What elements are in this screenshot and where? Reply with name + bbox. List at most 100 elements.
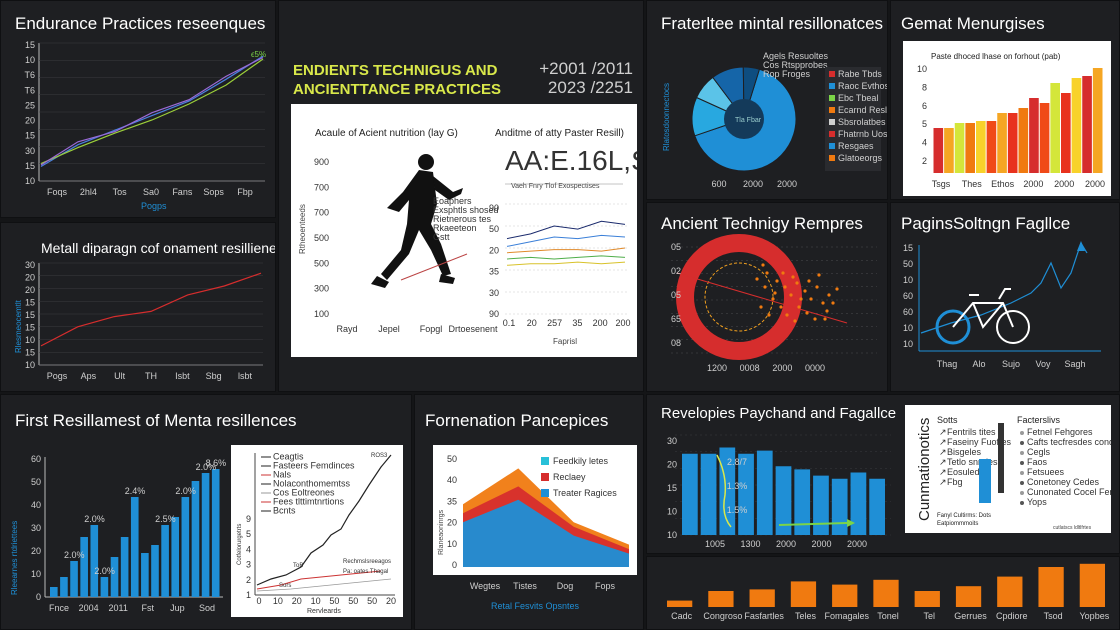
legend-item: Rabe Tbds (838, 69, 882, 79)
x-tick-label: Cpdiore (996, 611, 1028, 621)
y-tick-label: 10 (31, 569, 41, 579)
list-item: Fetsuees (1027, 467, 1065, 477)
list-item: Faseiny Fuoftes (947, 437, 1012, 447)
fact-title: Facterslivs (1017, 415, 1061, 425)
legend-top-item: Rop Froges (763, 69, 811, 79)
bullet-icon (1020, 451, 1024, 455)
scatter-point (821, 301, 825, 305)
x-tick-label: Jup (170, 603, 185, 613)
inset-dip-label: ToB (293, 563, 303, 569)
x-tick-label: 2011 (109, 603, 128, 613)
bar-value-label: 1.5% (727, 505, 748, 515)
list-item: Cegls (1027, 447, 1051, 457)
x-tick-label: Tonel (877, 611, 899, 621)
trend-line (920, 241, 1088, 334)
bar-value-label: 2.8/7 (727, 457, 747, 467)
x-tick-label: Thes (962, 179, 983, 189)
right-big-text: AA:E.16L,S (505, 145, 637, 176)
y-tick-label: 10 (903, 275, 913, 285)
x-tick-label: 10 (273, 596, 283, 606)
x-tick-label: Tos (113, 187, 128, 197)
series-line-yellow (506, 261, 626, 266)
bar (191, 481, 200, 597)
x-axis-label: Faprisl (553, 337, 577, 346)
legend-item: Treater Ragices (553, 488, 617, 498)
legend-item: Bcnts (273, 506, 296, 516)
scatter-point (779, 305, 783, 309)
bar (869, 478, 885, 535)
bar (130, 497, 139, 597)
end-tag: ϵ5% (251, 50, 266, 59)
chart-ancient: 05 02 05 65 08 1200 0008 2000 0000 (671, 234, 877, 373)
bar (976, 121, 986, 173)
bullet-icon (1020, 491, 1024, 495)
center-figure: Acaule of Acient nutrition (lay G) Rtheo… (291, 104, 637, 357)
bullet-icon (1020, 471, 1024, 475)
scatter-point (809, 297, 813, 301)
bar (1082, 76, 1092, 173)
y-tick-label: 50 (447, 454, 457, 464)
bullet-icon: ↗ (939, 457, 947, 467)
center-figure-svg: Acaule of Acient nutrition (lay G) Rtheo… (298, 128, 637, 346)
scatter-point (797, 305, 801, 309)
inset-line-red (256, 570, 382, 590)
panel-fraternal: Fraterltee mintal resillonatces Rlatosdo… (646, 0, 888, 200)
bar (914, 591, 940, 607)
bullet-icon: ↗ (939, 477, 947, 487)
panel-endurance: Endurance Practices reseenques 15 10 T6 T6 2… (0, 0, 276, 218)
x-tick-label: 50 (329, 596, 339, 606)
panel-ancient: Ancient Technigy Rempres 05 02 05 65 08 1200… (646, 202, 888, 392)
scatter-point (759, 305, 763, 309)
y-tick-label: 40 (31, 500, 41, 510)
panel-title: Fornenation Pancepices (425, 411, 609, 430)
bar (60, 577, 68, 597)
series-line-purple (40, 56, 264, 166)
x-tick-label: Jepel (378, 324, 400, 334)
legend-item: Resgaes (838, 141, 874, 151)
y-tick-label: 90 (489, 203, 499, 213)
bar (1029, 98, 1039, 173)
center-title: ENDIENTS TECHNIGUS AND ANCIENTTANCE PRAC… (293, 61, 501, 99)
series-line-green (40, 58, 264, 165)
series-line-orange (506, 247, 626, 254)
x-tick-label: 50 (367, 596, 377, 606)
x-tick-label: 0 (256, 596, 261, 606)
legend-swatch (829, 119, 835, 125)
scatter-point (793, 319, 797, 323)
y-tick-label: 05 (671, 242, 681, 252)
y-tick-label: 50 (489, 224, 499, 234)
scatter-point (795, 281, 799, 285)
bar-value-label: 8.6% (206, 458, 227, 468)
chart-endurance: 15 10 T6 T6 25 20 15 30 15 10 Foqs 2hl4 Tos Sa0 Fans S… (24, 40, 266, 211)
scatter-point (827, 293, 831, 297)
y-tick-label: 20 (31, 546, 41, 556)
scatter-point (789, 293, 793, 297)
bar (708, 591, 734, 607)
bar (141, 553, 149, 597)
card-footer-right: cutlatscs ldltlfrtes (1053, 525, 1092, 531)
x-tick-label: 2000 (1054, 179, 1074, 189)
chart-pie: Rlatosdoonnectocs Tla Fbar Agels Resuolt… (662, 51, 887, 189)
x-tick-label: 2000 (777, 179, 797, 189)
years-line: +2001 /2011 (539, 59, 633, 78)
bar (90, 525, 99, 597)
scatter-point (775, 279, 779, 283)
x-tick-label: Cadc (671, 611, 693, 621)
scatter-point (791, 275, 795, 279)
y-tick-label: 65 (671, 314, 681, 324)
x-tick-label: 10 (311, 596, 321, 606)
x-tick-label: 2000 (772, 363, 792, 373)
list-item: Yops (1027, 497, 1047, 507)
x-tick-label: 600 (711, 179, 726, 189)
bar-value-label: 2.0% (64, 550, 85, 560)
x-tick-label: Ult (114, 371, 125, 381)
bar (873, 579, 899, 607)
y-tick-label: 700 (314, 182, 329, 192)
bar (997, 113, 1007, 173)
x-tick-label: Alo (972, 359, 985, 369)
panel-gemat: Gemat Menurgises Paste dhoced lhase on f… (890, 0, 1120, 200)
x-tick-label: Rayd (336, 324, 357, 334)
x-tick-label: Sops (203, 187, 224, 197)
list-item: Faos (1027, 457, 1048, 467)
legend-item: Fasteers Femdinces (273, 461, 355, 471)
